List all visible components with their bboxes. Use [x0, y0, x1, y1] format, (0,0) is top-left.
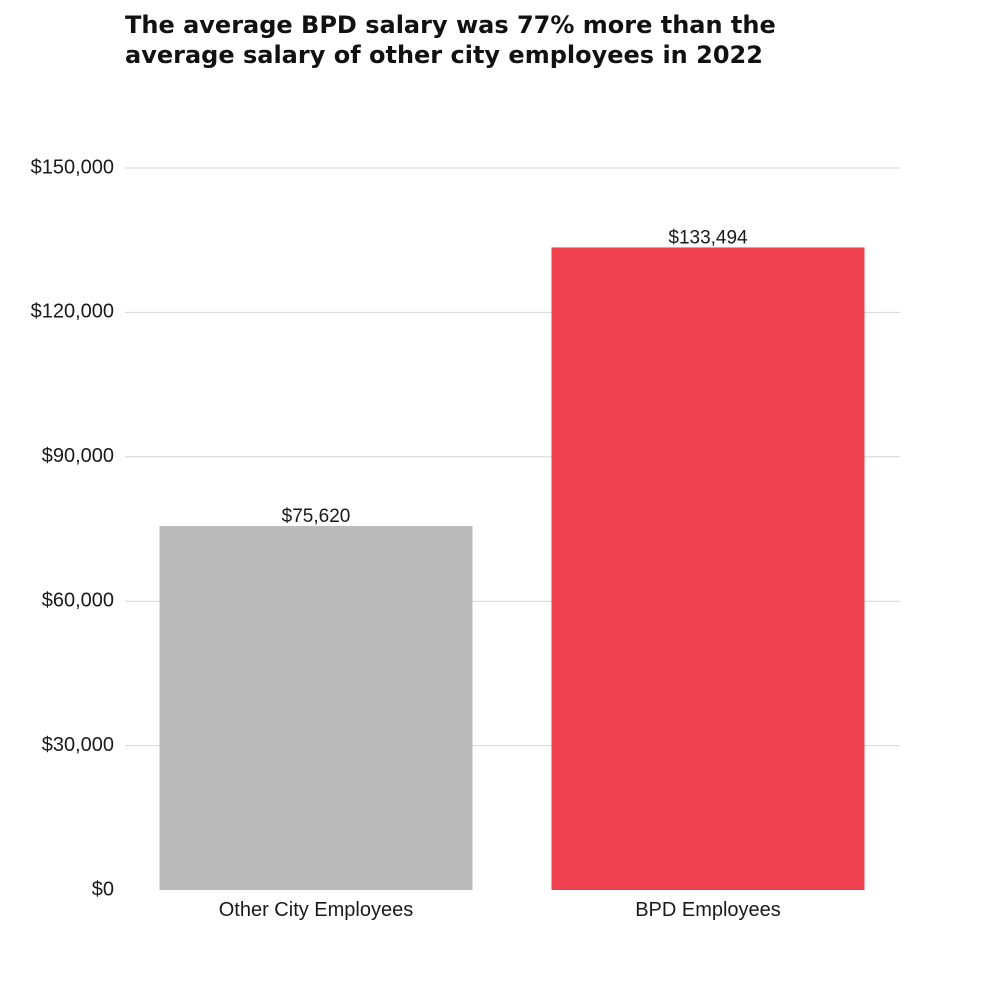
bar-value-label: $75,620 — [282, 506, 351, 527]
y-tick-label: $90,000 — [42, 445, 114, 467]
x-category-label: Other City Employees — [219, 899, 414, 921]
x-category-label: BPD Employees — [635, 899, 781, 921]
chart-title: The average BPD salary was 77% more than… — [125, 10, 925, 70]
chart-title-line-2: average salary of other city employees i… — [125, 41, 763, 69]
bar — [551, 247, 865, 891]
chart-title-line-1: The average BPD salary was 77% more than… — [125, 11, 776, 39]
bar — [159, 526, 473, 890]
y-tick-label: $120,000 — [31, 301, 114, 323]
y-tick-label: $60,000 — [42, 589, 114, 611]
bar-value-label: $133,494 — [668, 227, 748, 248]
y-tick-label: $30,000 — [42, 734, 114, 756]
y-tick-label: $0 — [92, 878, 114, 900]
y-tick-label: $150,000 — [31, 156, 114, 178]
